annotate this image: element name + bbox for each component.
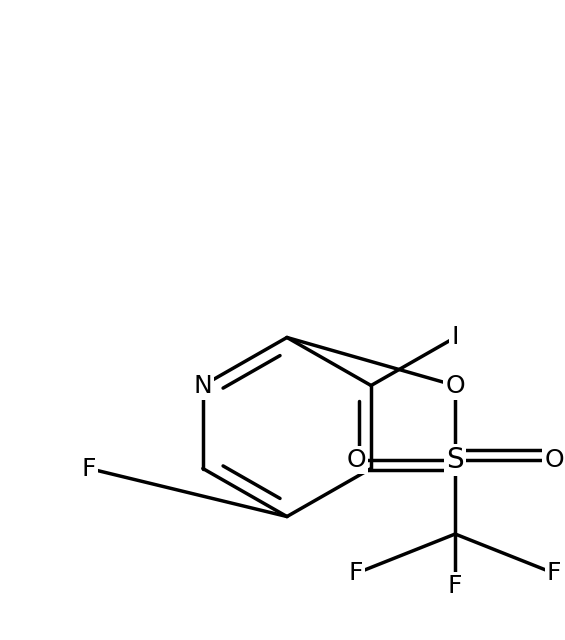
Text: I: I [451,326,459,349]
Text: F: F [82,456,96,481]
Text: F: F [547,561,562,586]
Text: F: F [448,575,462,598]
Text: O: O [346,448,366,472]
Text: F: F [349,561,363,586]
Text: N: N [193,374,212,397]
Text: O: O [445,374,465,397]
Text: S: S [446,446,464,474]
Text: O: O [544,448,564,472]
